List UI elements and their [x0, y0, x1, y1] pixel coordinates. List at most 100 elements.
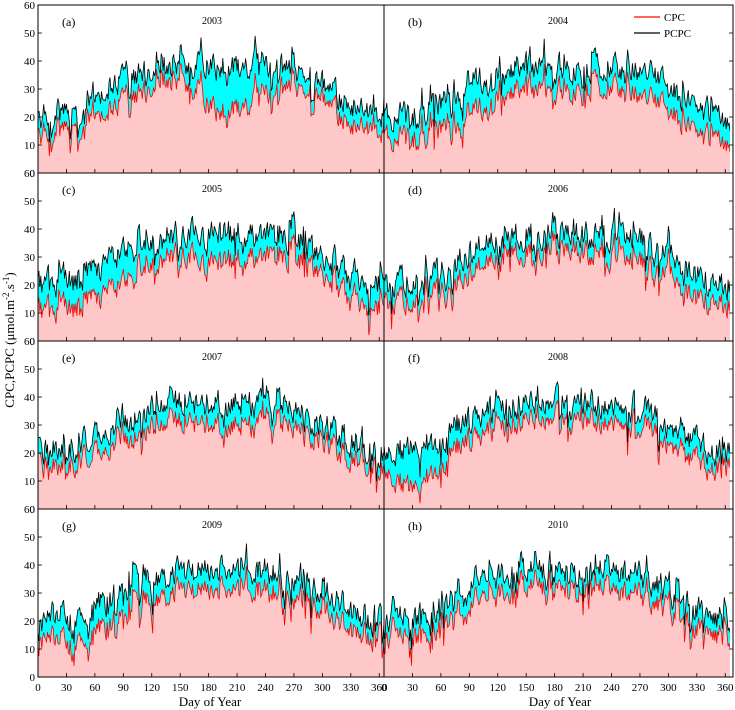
- x-tick-label: 210: [229, 682, 246, 694]
- panel-year: 2004: [548, 16, 568, 27]
- y-axis-title-mid: .s: [2, 284, 17, 292]
- panel-2010: (h) 2010: [384, 519, 730, 677]
- y-tick-label: 30: [24, 84, 36, 96]
- x-tick-label: 90: [464, 682, 476, 694]
- x-tick-label: 150: [172, 682, 189, 694]
- panel-year: 2010: [548, 520, 568, 531]
- y-tick-label: 0: [30, 672, 36, 684]
- y-axis-title-main: CPC,PCPC (μmol.m: [2, 300, 17, 408]
- y-tick-label: 60: [24, 168, 36, 180]
- panel-2004: (b) 2004: [384, 15, 730, 173]
- y-tick-label: 50: [24, 196, 36, 208]
- y-tick-label: 20: [24, 280, 36, 292]
- panel-label: (d): [408, 183, 422, 197]
- y-tick-label: 60: [24, 336, 36, 348]
- panel-year: 2005: [202, 184, 222, 195]
- panel-plot-area: [38, 35, 384, 173]
- panel-plot-area: [38, 211, 384, 341]
- x-tick-label: 360: [717, 682, 734, 694]
- y-tick-label: 40: [24, 560, 36, 572]
- x-tick-label: 30: [407, 682, 419, 694]
- x-tick-label: 0: [35, 682, 41, 694]
- x-tick-label: 60: [435, 682, 447, 694]
- y-tick-label: 40: [24, 56, 36, 68]
- panel-label: (f): [408, 351, 420, 365]
- y-axis-title: CPC,PCPC (μmol.m-2.s-1): [1, 272, 17, 407]
- panel-plot-area: [38, 377, 384, 509]
- pcpc-line: [38, 211, 384, 316]
- pcpc-line: [384, 381, 730, 478]
- panel-plot-area: [38, 543, 384, 677]
- panel-2007: (e) 2007: [38, 351, 384, 509]
- cpc-area: [38, 565, 384, 677]
- x-tick-label: 30: [61, 682, 73, 694]
- cpc-line: [38, 233, 384, 336]
- y-tick-label: 20: [24, 112, 36, 124]
- y-tick-label: 50: [24, 532, 36, 544]
- cpc-line: [384, 399, 730, 504]
- panel-year: 2006: [548, 184, 568, 195]
- cpc-line: [38, 400, 384, 493]
- y-tick-label: 30: [24, 420, 36, 432]
- y-tick-label: 10: [24, 476, 36, 488]
- panel-plot-area: [384, 550, 730, 677]
- gap-area: [38, 35, 384, 157]
- x-tick-label: 180: [200, 682, 217, 694]
- cpc-area: [384, 64, 730, 173]
- x-tick-label: 240: [257, 682, 274, 694]
- y-tick-label: 50: [24, 364, 36, 376]
- panel-plot-area: [384, 207, 730, 341]
- y-tick-label: 20: [24, 448, 36, 460]
- legend-pcpc-label: PCPC: [664, 28, 691, 40]
- cpc-area: [384, 569, 730, 677]
- gap-area: [38, 211, 384, 335]
- x-tick-label: 120: [490, 682, 507, 694]
- y-tick-label: 30: [24, 252, 36, 264]
- panel-label: (c): [62, 183, 75, 197]
- y-tick-label: 0: [30, 336, 36, 348]
- x-tick-label: 270: [286, 682, 303, 694]
- y-tick-label: 20: [24, 616, 36, 628]
- gap-area: [384, 550, 730, 666]
- x-tick-label: 120: [144, 682, 161, 694]
- x-axis-title-right: Day of Year: [529, 694, 592, 709]
- cpc-area: [384, 231, 730, 341]
- legend-cpc-label: CPC: [664, 12, 685, 24]
- panel-2009: (g) 2009: [38, 519, 384, 677]
- panel-2006: (d) 2006: [384, 183, 730, 341]
- cpc-area: [38, 234, 384, 341]
- cpc-line: [384, 63, 730, 153]
- y-tick-label: 10: [24, 308, 36, 320]
- y-tick-label: 60: [24, 0, 36, 12]
- x-tick-label: 90: [118, 682, 130, 694]
- panel-plot-area: [384, 381, 730, 509]
- x-tick-label: 0: [381, 682, 387, 694]
- y-tick-label: 0: [30, 504, 36, 516]
- pcpc-line: [384, 38, 730, 133]
- panel-2003: (a) 2003: [38, 15, 384, 173]
- x-tick-label: 60: [89, 682, 101, 694]
- x-tick-label: 270: [632, 682, 649, 694]
- pcpc-line: [384, 207, 730, 315]
- x-tick-label: 300: [660, 682, 677, 694]
- x-tick-label: 180: [546, 682, 563, 694]
- ticks-layer: 0102030405060010203040506001020304050600…: [24, 0, 734, 694]
- panel-2008: (f) 2008: [384, 351, 730, 509]
- x-tick-label: 330: [689, 682, 706, 694]
- panels-layer: (a) 2003 (b) 2004 (c) 2005 (d) 2006 (e) 2007 (f) 20…: [38, 15, 730, 677]
- y-tick-label: 40: [24, 392, 36, 404]
- y-tick-label: 60: [24, 504, 36, 516]
- panel-year: 2008: [548, 352, 568, 363]
- pcpc-line: [38, 35, 384, 143]
- y-tick-label: 10: [24, 644, 36, 656]
- panel-year: 2009: [202, 520, 222, 531]
- x-tick-label: 330: [343, 682, 360, 694]
- y-axis-title-end: ): [2, 272, 17, 276]
- x-tick-label: 240: [603, 682, 620, 694]
- cpc-line: [38, 565, 384, 666]
- pcpc-line: [38, 543, 384, 645]
- cpc-line: [38, 63, 384, 157]
- panel-label: (b): [408, 15, 422, 29]
- x-tick-label: 360: [371, 682, 388, 694]
